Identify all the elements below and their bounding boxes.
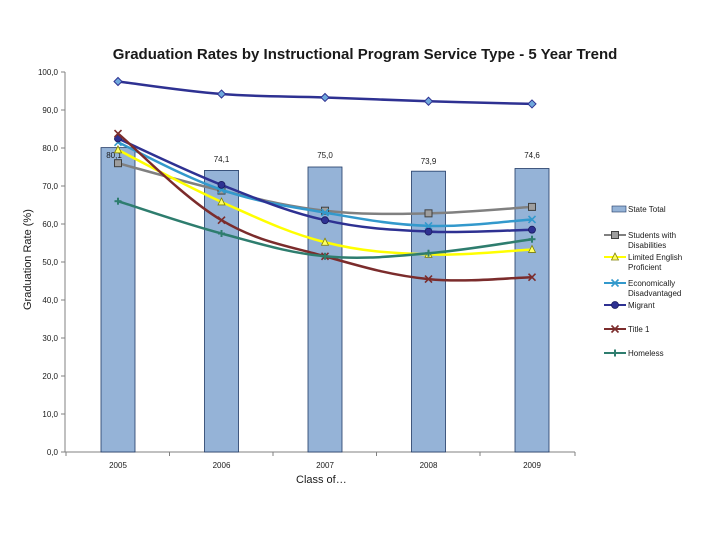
point-migrant xyxy=(217,180,226,189)
x-tick-label: 2008 xyxy=(420,461,438,470)
point-students-with-disabilities xyxy=(321,206,329,215)
point-economically-disadvantaged xyxy=(320,208,330,217)
legend-label-title-1: Title 1 xyxy=(628,325,650,334)
legend-swatch-state-total xyxy=(611,205,627,213)
x-tick-label: 2007 xyxy=(316,461,334,470)
bar-state-total xyxy=(100,147,136,453)
point-title-1 xyxy=(527,273,537,282)
point-series-0 xyxy=(113,76,123,87)
point-migrant xyxy=(321,216,329,225)
legend-label-homeless: Homeless xyxy=(628,349,664,358)
point-homeless xyxy=(321,252,329,260)
point-homeless xyxy=(528,235,536,243)
point-homeless xyxy=(218,230,225,237)
legend-marker-migrant xyxy=(611,301,619,309)
point-students-with-disabilities xyxy=(528,202,536,211)
y-tick-label: 100,0 xyxy=(38,68,59,77)
legend-marker-limited-english-proficient xyxy=(610,252,620,261)
point-economically-disadvantaged xyxy=(424,221,433,230)
bar-data-label: 74,6 xyxy=(524,151,540,160)
point-limited-english-proficient xyxy=(113,145,123,154)
y-tick-label: 20,0 xyxy=(42,372,58,381)
legend-marker-economically-disadvantaged xyxy=(610,278,620,288)
legend-label-limited-english-proficient: Proficient xyxy=(628,263,662,272)
point-limited-english-proficient xyxy=(217,197,226,206)
x-tick-label: 2009 xyxy=(523,461,541,470)
legend-label-state-total: State Total xyxy=(628,205,666,214)
bar-data-label: 74,1 xyxy=(214,155,230,164)
point-series-0 xyxy=(527,99,537,109)
point-title-1 xyxy=(217,216,226,225)
y-tick-label: 60,0 xyxy=(42,220,58,229)
point-series-0 xyxy=(423,96,434,106)
y-tick-label: 10,0 xyxy=(42,410,58,419)
y-tick-label: 70,0 xyxy=(42,182,58,191)
legend-label-students-with-disabilities: Students with xyxy=(628,231,676,240)
x-tick-label: 2005 xyxy=(109,461,127,470)
point-economically-disadvantaged xyxy=(527,215,537,224)
bar-data-label: 75,0 xyxy=(317,151,333,160)
legend-marker-title-1 xyxy=(610,324,620,334)
y-tick-label: 40,0 xyxy=(42,296,58,305)
bar-state-total xyxy=(411,170,446,453)
point-students-with-disabilities xyxy=(114,159,122,168)
y-tick-label: 50,0 xyxy=(42,258,58,267)
point-students-with-disabilities xyxy=(424,209,433,218)
legend-label-migrant: Migrant xyxy=(628,301,655,310)
point-title-1 xyxy=(424,275,433,284)
chart-title: Graduation Rates by Instructional Progra… xyxy=(112,46,618,63)
legend-marker-students-with-disabilities xyxy=(611,231,619,239)
y-tick-label: 90,0 xyxy=(42,106,58,115)
point-limited-english-proficient xyxy=(320,237,330,246)
legend-label-students-with-disabilities: Disabilities xyxy=(628,241,666,250)
x-axis-label: Class of… xyxy=(296,474,347,486)
legend-marker-homeless xyxy=(611,349,619,357)
bar-state-total xyxy=(514,168,550,453)
bar-state-total xyxy=(204,170,239,453)
legend-label-economically-disadvantaged: Disadvantaged xyxy=(628,289,681,298)
y-tick-label: 80,0 xyxy=(42,144,58,153)
point-limited-english-proficient xyxy=(527,244,537,253)
legend-label-economically-disadvantaged: Economically xyxy=(628,279,675,288)
point-homeless xyxy=(114,197,122,205)
point-migrant xyxy=(528,225,536,234)
y-tick-label: 0,0 xyxy=(47,448,59,457)
point-series-0 xyxy=(216,89,227,99)
x-tick-label: 2006 xyxy=(213,461,231,470)
bar-data-label: 73,9 xyxy=(421,157,437,166)
point-series-0 xyxy=(320,92,330,103)
bar-data-label: 80,1 xyxy=(106,151,122,160)
y-tick-label: 30,0 xyxy=(42,334,58,343)
point-homeless xyxy=(425,249,432,257)
legend-label-limited-english-proficient: Limited English xyxy=(628,253,682,262)
point-migrant xyxy=(424,227,433,236)
point-title-1 xyxy=(113,129,123,138)
